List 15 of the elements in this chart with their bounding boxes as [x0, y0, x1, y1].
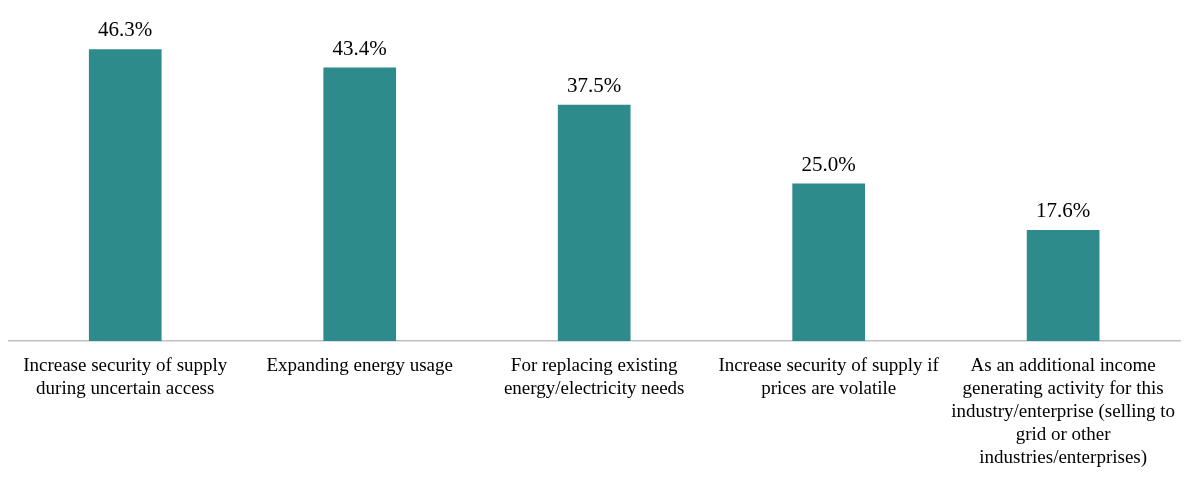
data-label: 43.4% [332, 35, 387, 60]
x-tick-label: Increase security of supply during uncertain access [23, 354, 228, 399]
bar [792, 183, 865, 341]
bar [1026, 230, 1100, 341]
data-label: 46.3% [98, 17, 153, 42]
x-tick-label: Expanding energy usage [266, 354, 453, 376]
x-tick-label: As an additional income generating activity for this industry/enterprise (selling to grid or other industries/enterprises) [951, 354, 1175, 468]
bar [88, 49, 162, 341]
data-label: 17.6% [1036, 198, 1091, 223]
data-label: 25.0% [801, 151, 856, 176]
bar [323, 67, 397, 341]
x-tick-label: Increase security of supply if prices are volatile [718, 354, 940, 399]
x-tick-label: For replacing existing energy/electricity needs [503, 354, 685, 399]
data-label: 37.5% [567, 72, 622, 97]
bar [557, 104, 631, 341]
